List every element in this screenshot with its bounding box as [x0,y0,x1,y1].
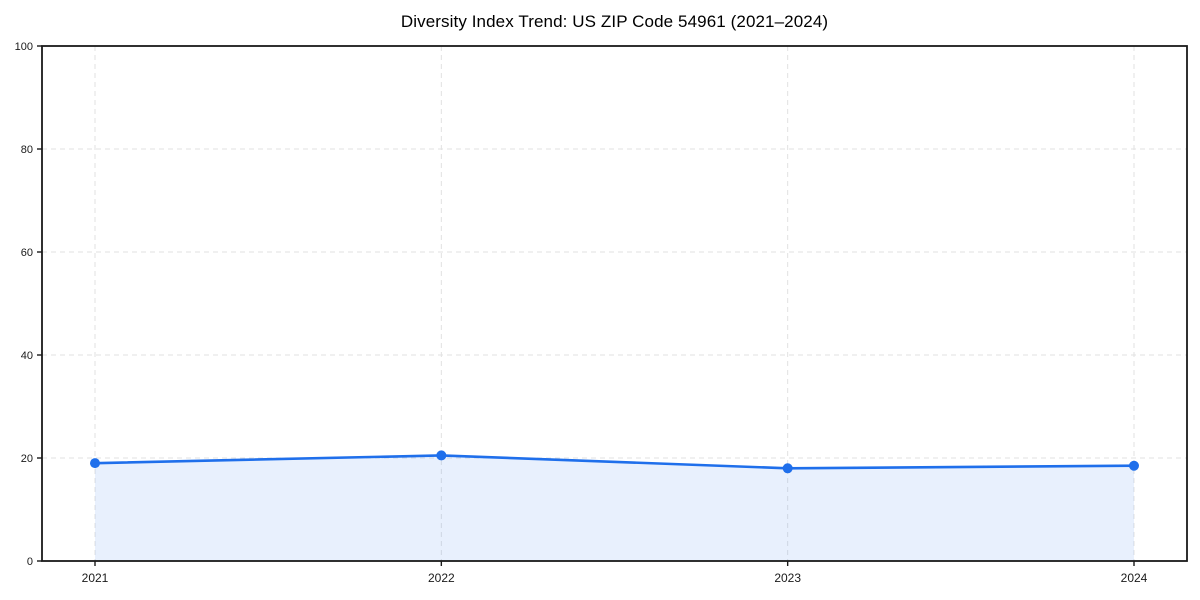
y-tick-label: 20 [21,453,33,465]
plot-frame [41,45,1188,562]
x-tick-label: 2023 [774,571,801,585]
data-point [782,463,793,474]
x-tick-label: 2024 [1121,571,1148,585]
trend-line [93,454,1136,470]
data-point [436,450,447,461]
y-tick-label: 100 [15,41,33,53]
data-point [90,458,100,469]
y-tick-label: 0 [27,556,33,568]
x-tick-label: 2021 [82,571,109,585]
data-point [1129,460,1139,471]
y-tick-label: 80 [21,144,33,156]
x-tick-label: 2022 [428,571,455,585]
y-tick-label: 60 [21,247,33,259]
y-tick-label: 40 [21,350,33,362]
area-fill [95,455,1134,561]
chart-title: Diversity Index Trend: US ZIP Code 54961… [400,12,829,31]
